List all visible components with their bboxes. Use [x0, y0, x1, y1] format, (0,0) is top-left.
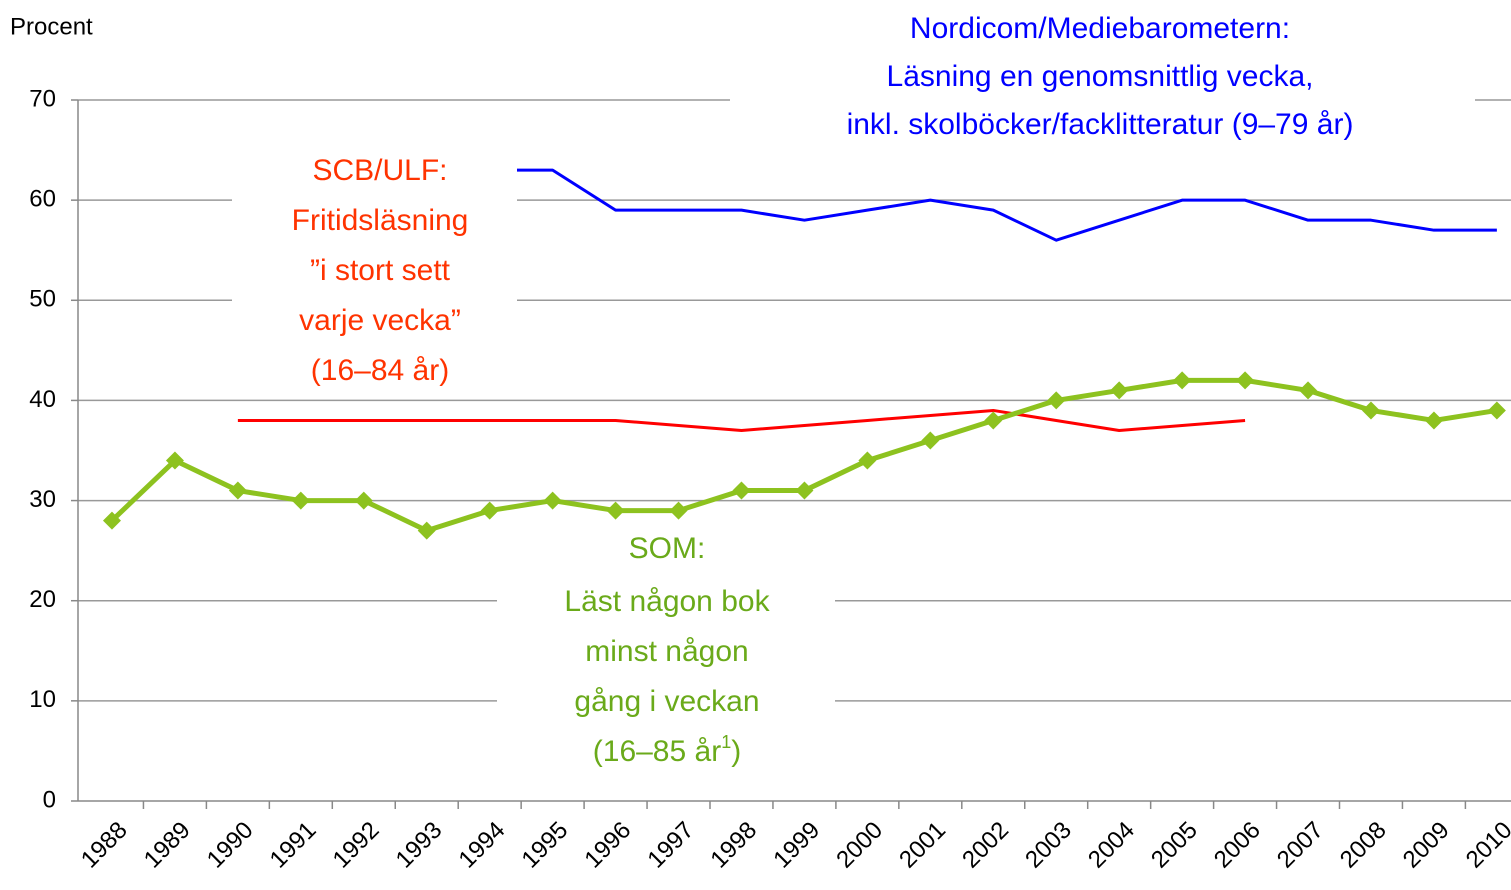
y-axis-label: Procent: [10, 13, 93, 40]
marker: [228, 481, 247, 500]
marker: [417, 521, 436, 540]
annotation-text-part: ): [731, 735, 741, 768]
x-tick-label: 1996: [579, 817, 636, 874]
x-tick-label: 1994: [454, 817, 511, 874]
x-tick-label: 1997: [642, 817, 699, 874]
marker: [1361, 401, 1380, 420]
x-tick-label: 1998: [705, 817, 762, 874]
annotation-text: varje vecka”: [299, 304, 461, 337]
x-tick-label: 2008: [1335, 817, 1392, 874]
marker: [732, 481, 751, 500]
annotation-text: SOM:: [629, 532, 706, 565]
y-tick-label: 50: [29, 286, 56, 313]
annotation-text: (16–85 år1): [593, 732, 741, 768]
marker: [354, 491, 373, 510]
marker: [795, 481, 814, 500]
annotation-text: ”i stort sett: [310, 254, 451, 287]
marker: [1299, 381, 1318, 400]
annotation-text: minst någon: [585, 635, 748, 668]
x-tick-label: 2004: [1083, 817, 1140, 874]
y-tick-label: 10: [29, 686, 56, 713]
annotation-text: SCB/ULF:: [312, 154, 447, 187]
marker: [480, 501, 499, 520]
y-tick-label: 70: [29, 85, 56, 112]
marker: [984, 411, 1003, 430]
y-tick-label: 0: [43, 786, 56, 813]
x-tick-label: 1999: [768, 817, 825, 874]
marker: [1047, 391, 1066, 410]
annotation-text: Fritidsläsning: [292, 204, 469, 237]
marker: [606, 501, 625, 520]
annotation-box: [232, 150, 517, 385]
x-tick-label: 1988: [76, 817, 133, 874]
series-line: [237, 408, 1246, 432]
x-tick-label: 2009: [1398, 817, 1455, 874]
annotation-text: gång i veckan: [574, 685, 759, 718]
x-tick-label: 2003: [1020, 817, 1077, 874]
marker: [1424, 411, 1443, 430]
y-tick-label: 40: [29, 386, 56, 413]
x-tick-label: 2007: [1272, 817, 1329, 874]
y-tick-label: 30: [29, 486, 56, 513]
x-tick-label: 1989: [139, 817, 196, 874]
x-tick-label: 2006: [1209, 817, 1266, 874]
x-tick-label: 1993: [391, 817, 448, 874]
marker: [921, 431, 940, 450]
marker: [165, 451, 184, 470]
y-tick-label: 60: [29, 185, 56, 212]
marker: [1110, 381, 1129, 400]
marker: [858, 451, 877, 470]
marker: [543, 491, 562, 510]
annotation-text: Läst någon bok: [564, 585, 770, 618]
x-tick-label: 1995: [517, 817, 574, 874]
x-tick-label: 2001: [894, 817, 951, 874]
series-line: [110, 377, 1498, 534]
x-tick-label: 1992: [328, 817, 385, 874]
x-tick-label: 2010: [1461, 817, 1511, 874]
x-tick-label: 2005: [1146, 817, 1203, 874]
y-tick-label: 20: [29, 586, 56, 613]
x-tick-label: 2002: [957, 817, 1014, 874]
marker: [291, 491, 310, 510]
annotation-text: (16–84 år): [311, 354, 449, 387]
marker: [1173, 371, 1192, 390]
marker: [1236, 371, 1255, 390]
annotation-text: Läsning en genomsnittlig vecka,: [887, 60, 1314, 93]
marker: [102, 511, 121, 530]
annotation-box: [497, 528, 835, 768]
annotation-text-part: 1: [721, 732, 731, 752]
annotation-box: [730, 0, 1475, 150]
series-line: [489, 168, 1497, 242]
annotation-text: Nordicom/Mediebarometern:: [910, 12, 1290, 45]
x-tick-label: 1991: [265, 817, 322, 874]
x-tick-label: 2000: [831, 817, 888, 874]
x-tick-label: 1990: [202, 817, 259, 874]
marker: [1487, 401, 1506, 420]
annotation-text-part: (16–85 år: [593, 735, 721, 768]
marker: [669, 501, 688, 520]
annotation-text: inkl. skolböcker/facklitteratur (9–79 år…: [847, 108, 1354, 141]
